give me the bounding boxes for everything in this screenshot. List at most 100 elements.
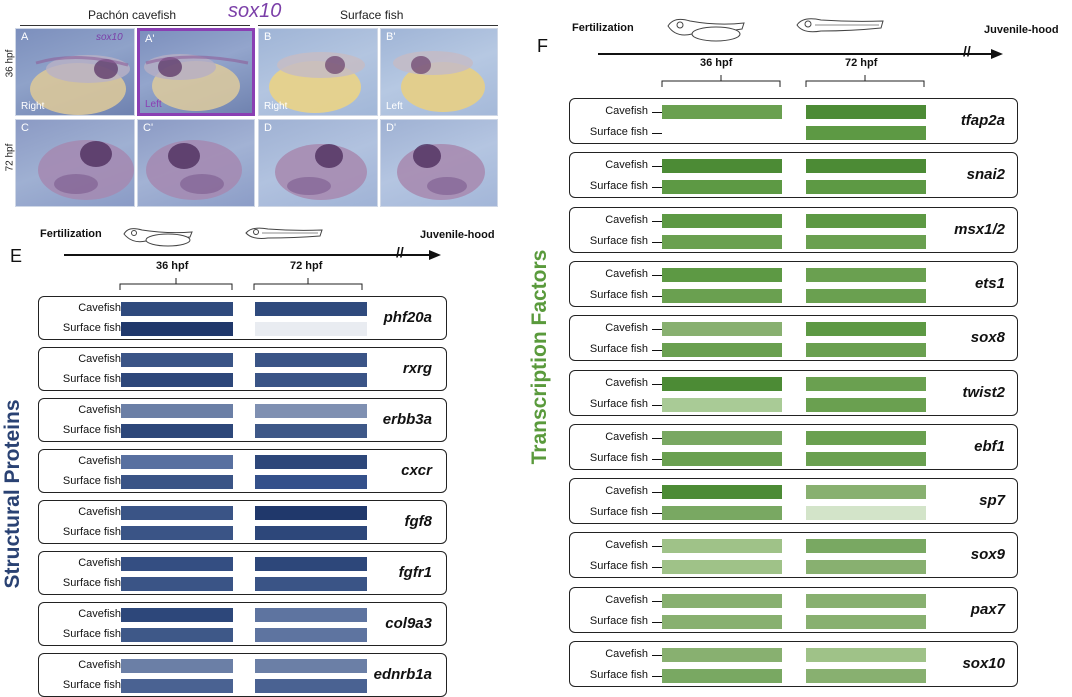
tile-side: Left: [145, 99, 162, 110]
tile-gene: sox10: [96, 32, 123, 43]
timeline-36hpf-label: 36 hpf: [156, 260, 189, 272]
row-tick: [652, 112, 662, 113]
row-tick: [652, 404, 662, 406]
expression-bar-cavefish-72hpf: [255, 353, 367, 367]
larva-72hpf-icon: [245, 227, 323, 239]
row-label-surface-fish: Surface fish: [62, 577, 121, 589]
expression-bar-surface-fish-36hpf: [121, 373, 233, 387]
timeline-start: Fertilization: [572, 22, 634, 34]
expression-bar-cavefish-36hpf: [662, 539, 782, 554]
row-label-cavefish: Cavefish: [605, 376, 648, 389]
row-label-surface-fish: Surface fish: [62, 679, 121, 691]
expression-bar-surface-fish-72hpf: [806, 560, 926, 575]
expression-bar-surface-fish-72hpf: [806, 180, 926, 195]
expression-bar-cavefish-36hpf: [662, 593, 782, 608]
header-line-left: [20, 25, 250, 26]
expression-bar-surface-fish-36hpf: [662, 397, 782, 412]
row-label-cavefish: Cavefish: [605, 105, 648, 117]
gene-box: Cavefish Surface fish cxcr: [38, 449, 447, 493]
larva-36hpf-icon: [667, 18, 745, 42]
timeline-brackets: [119, 278, 363, 290]
expression-bar-cavefish-36hpf: [662, 213, 782, 228]
expression-bar-surface-fish-72hpf: [806, 234, 926, 249]
photo-tile-d-prime: D': [380, 119, 498, 207]
gene-name: rxrg: [402, 360, 432, 377]
expression-bar-cavefish-36hpf: [121, 557, 233, 571]
timeline-axis: [64, 254, 429, 256]
expression-bar-cavefish-36hpf: [121, 404, 233, 418]
expression-bar-surface-fish-72hpf: [255, 475, 367, 489]
row-label-cavefish: Cavefish: [78, 455, 121, 467]
larva-image: [38, 140, 134, 200]
row-tick: [652, 546, 662, 548]
row-label-surface-fish: Surface fish: [589, 288, 648, 301]
expression-bar-surface-fish-36hpf: [121, 322, 233, 336]
gene-name: twist2: [962, 383, 1005, 401]
larva-image: [146, 140, 242, 200]
gene-name: cxcr: [401, 462, 432, 479]
row-tick: [652, 492, 662, 494]
panel-f-letter: F: [537, 36, 548, 56]
row-tick: [652, 274, 662, 276]
gene-box: Cavefish Surface fish sox8: [569, 315, 1018, 362]
row-label-cavefish: Cavefish: [78, 659, 121, 671]
larva-36hpf-icon: [123, 228, 193, 247]
gene-box: Cavefish Surface fish erbb3a: [38, 398, 447, 442]
header-cavefish: Pachón cavefish: [88, 8, 177, 22]
expression-bar-surface-fish-36hpf: [662, 180, 782, 195]
expression-bar-cavefish-72hpf: [806, 485, 926, 500]
row-tick: [652, 350, 662, 352]
timeline-break: //: [396, 244, 404, 260]
expression-bar-cavefish-36hpf: [662, 322, 782, 337]
expression-bar-cavefish-36hpf: [662, 430, 782, 445]
expression-bar-cavefish-72hpf: [806, 322, 926, 337]
expression-bar-surface-fish-36hpf: [662, 506, 782, 521]
row-tick: [652, 513, 662, 515]
row-label-cavefish: Cavefish: [78, 404, 121, 416]
timeline-arrow: [429, 250, 441, 260]
timeline-brackets: [661, 75, 925, 87]
expression-bar-cavefish-72hpf: [255, 608, 367, 622]
timeline-end: Juvenile-hood: [420, 229, 495, 241]
expression-bar-surface-fish-36hpf: [662, 560, 782, 575]
expression-bar-surface-fish-72hpf: [255, 424, 367, 438]
expression-bar-surface-fish-72hpf: [806, 669, 926, 683]
row-label-surface-fish: Surface fish: [589, 451, 648, 464]
expression-bar-cavefish-36hpf: [121, 353, 233, 367]
larva-image: [269, 52, 365, 113]
expression-bar-cavefish-72hpf: [255, 659, 367, 673]
row-tick: [652, 133, 662, 134]
expression-bar-cavefish-72hpf: [806, 376, 926, 391]
gene-name: erbb3a: [382, 411, 432, 428]
row-label-cavefish: Cavefish: [78, 302, 121, 314]
row-tick: [652, 621, 662, 623]
expression-bar-cavefish-72hpf: [806, 105, 926, 119]
row-label-surface-fish: Surface fish: [589, 397, 648, 410]
expression-bar-surface-fish-36hpf: [662, 234, 782, 249]
row-label-cavefish: Cavefish: [78, 608, 121, 620]
larva-image: [275, 144, 367, 200]
expression-bar-cavefish-72hpf: [806, 267, 926, 282]
gene-box: Cavefish Surface fish fgfr1: [38, 551, 447, 595]
expression-bar-cavefish-36hpf: [121, 659, 233, 673]
gene-name: pax7: [970, 600, 1005, 618]
row-label-cavefish: Cavefish: [78, 353, 121, 365]
row-label-surface-fish: Surface fish: [62, 424, 121, 436]
expression-bar-surface-fish-72hpf: [806, 451, 926, 466]
expression-bar-surface-fish-72hpf: [806, 288, 926, 303]
gene-box: Cavefish Surface fish ednrb1a: [38, 653, 447, 697]
expression-bar-cavefish-36hpf: [121, 455, 233, 469]
expression-bar-surface-fish-72hpf: [255, 526, 367, 540]
row-label-cavefish: Cavefish: [605, 213, 648, 226]
row-tick: [652, 166, 662, 168]
expression-bar-surface-fish-36hpf: [121, 577, 233, 591]
tile-side: Right: [21, 101, 45, 112]
expression-bar-cavefish-36hpf: [662, 376, 782, 391]
gene-box: Cavefish Surface fish sox10: [569, 641, 1018, 687]
expression-bar-surface-fish-72hpf: [255, 628, 367, 642]
gene-box: Cavefish Surface fish phf20a: [38, 296, 447, 340]
expression-bar-cavefish-36hpf: [121, 302, 233, 316]
expression-bar-cavefish-72hpf: [255, 302, 367, 316]
row-label-cavefish: Cavefish: [605, 485, 648, 498]
tile-side: Left: [386, 101, 403, 112]
